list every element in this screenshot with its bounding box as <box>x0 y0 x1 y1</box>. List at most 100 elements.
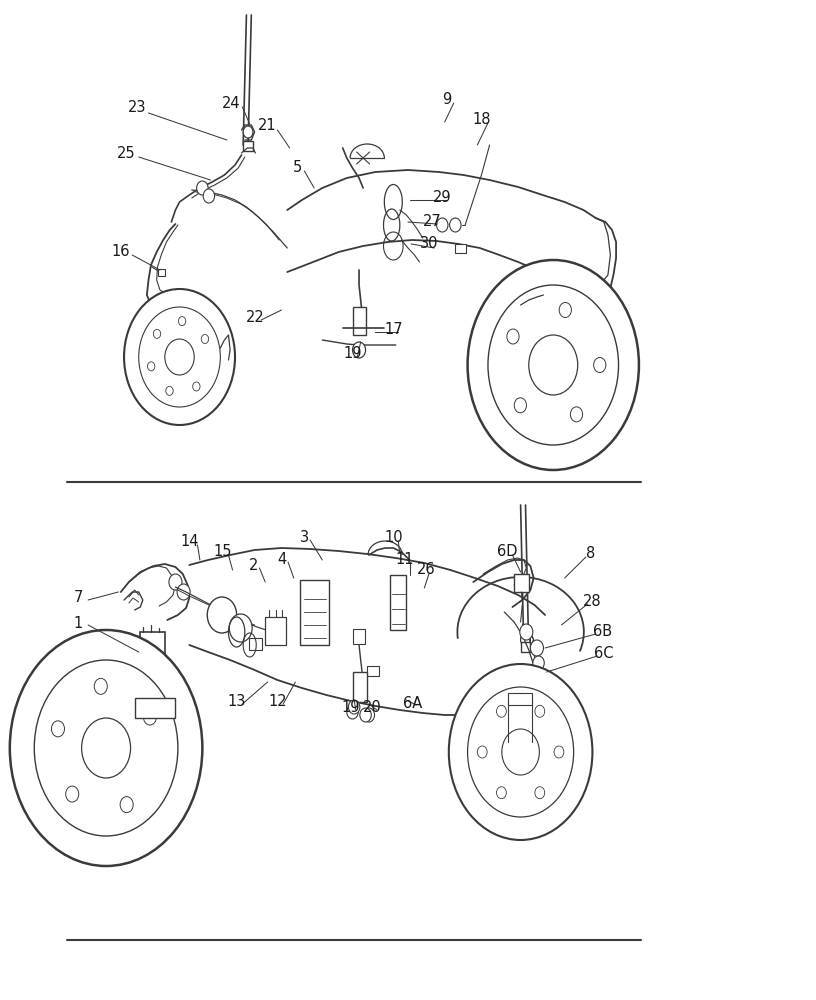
Text: 3: 3 <box>299 530 309 544</box>
FancyBboxPatch shape <box>140 632 165 670</box>
Text: 29: 29 <box>433 190 451 205</box>
Circle shape <box>347 705 358 719</box>
Circle shape <box>468 687 574 817</box>
Text: 6B: 6B <box>592 624 612 640</box>
Circle shape <box>530 640 543 656</box>
Circle shape <box>207 597 237 633</box>
Text: 12: 12 <box>268 694 286 710</box>
Circle shape <box>520 624 533 640</box>
Text: 21: 21 <box>259 118 277 133</box>
FancyBboxPatch shape <box>249 638 262 650</box>
Circle shape <box>363 708 375 722</box>
Text: 15: 15 <box>214 544 232 558</box>
Text: 6A: 6A <box>403 696 423 710</box>
Text: 25: 25 <box>118 145 135 160</box>
Circle shape <box>203 189 215 203</box>
Circle shape <box>10 630 202 866</box>
Text: 19: 19 <box>344 347 361 361</box>
Text: 19: 19 <box>342 700 360 716</box>
Circle shape <box>449 664 592 840</box>
FancyBboxPatch shape <box>353 629 365 644</box>
Circle shape <box>507 329 519 344</box>
Text: 23: 23 <box>128 100 146 114</box>
FancyBboxPatch shape <box>353 307 366 335</box>
Circle shape <box>529 335 578 395</box>
Circle shape <box>502 729 539 775</box>
Circle shape <box>139 307 220 407</box>
Circle shape <box>450 218 461 232</box>
FancyBboxPatch shape <box>390 575 406 630</box>
FancyBboxPatch shape <box>135 698 175 718</box>
Circle shape <box>202 334 209 344</box>
Circle shape <box>477 746 487 758</box>
FancyBboxPatch shape <box>543 677 553 686</box>
Circle shape <box>348 700 360 714</box>
FancyBboxPatch shape <box>300 580 329 645</box>
Circle shape <box>229 614 252 642</box>
Text: 18: 18 <box>472 112 490 127</box>
Text: 2: 2 <box>249 558 259 572</box>
Text: 14: 14 <box>181 534 199 550</box>
Circle shape <box>66 786 79 802</box>
Text: 6D: 6D <box>497 544 518 560</box>
Circle shape <box>197 181 208 195</box>
Circle shape <box>165 339 194 375</box>
Circle shape <box>177 584 190 600</box>
Circle shape <box>82 718 131 778</box>
Circle shape <box>534 787 545 799</box>
Circle shape <box>353 342 366 358</box>
FancyBboxPatch shape <box>514 574 529 592</box>
FancyBboxPatch shape <box>265 617 286 645</box>
FancyBboxPatch shape <box>455 244 466 253</box>
Circle shape <box>488 285 619 445</box>
Circle shape <box>120 797 133 813</box>
Circle shape <box>34 660 178 836</box>
Circle shape <box>559 302 571 317</box>
Text: 4: 4 <box>277 552 287 566</box>
Circle shape <box>193 382 200 391</box>
Text: 26: 26 <box>417 562 435 578</box>
FancyBboxPatch shape <box>353 672 367 702</box>
Text: 20: 20 <box>363 700 381 716</box>
FancyBboxPatch shape <box>367 666 379 676</box>
Text: 11: 11 <box>396 552 414 566</box>
Text: 30: 30 <box>420 236 438 251</box>
Text: 13: 13 <box>228 694 246 710</box>
Circle shape <box>570 407 583 422</box>
Circle shape <box>360 708 371 722</box>
Circle shape <box>521 634 530 646</box>
Circle shape <box>514 398 526 413</box>
Circle shape <box>534 705 545 717</box>
Circle shape <box>533 656 544 670</box>
Text: 5: 5 <box>293 160 303 176</box>
Circle shape <box>179 317 186 326</box>
Text: 7: 7 <box>73 590 83 605</box>
Text: 10: 10 <box>384 530 402 546</box>
Circle shape <box>554 746 564 758</box>
Circle shape <box>468 260 639 470</box>
Circle shape <box>169 574 182 590</box>
Text: 8: 8 <box>586 546 596 562</box>
Text: 16: 16 <box>112 244 130 259</box>
Circle shape <box>95 678 108 694</box>
Circle shape <box>496 705 506 717</box>
Text: 24: 24 <box>222 97 240 111</box>
Text: 1: 1 <box>73 615 83 631</box>
FancyBboxPatch shape <box>521 642 530 652</box>
FancyBboxPatch shape <box>508 693 532 705</box>
Text: 9: 9 <box>442 93 452 107</box>
Circle shape <box>148 362 155 371</box>
FancyBboxPatch shape <box>243 141 253 151</box>
Circle shape <box>144 709 157 725</box>
Text: 22: 22 <box>246 310 264 326</box>
Text: 6C: 6C <box>594 646 614 660</box>
Text: 27: 27 <box>424 214 441 229</box>
Circle shape <box>437 218 448 232</box>
Circle shape <box>153 329 161 338</box>
Circle shape <box>166 386 173 395</box>
Circle shape <box>124 289 235 425</box>
Circle shape <box>496 787 506 799</box>
FancyBboxPatch shape <box>158 269 165 276</box>
Text: 17: 17 <box>384 322 402 338</box>
Circle shape <box>594 358 606 372</box>
